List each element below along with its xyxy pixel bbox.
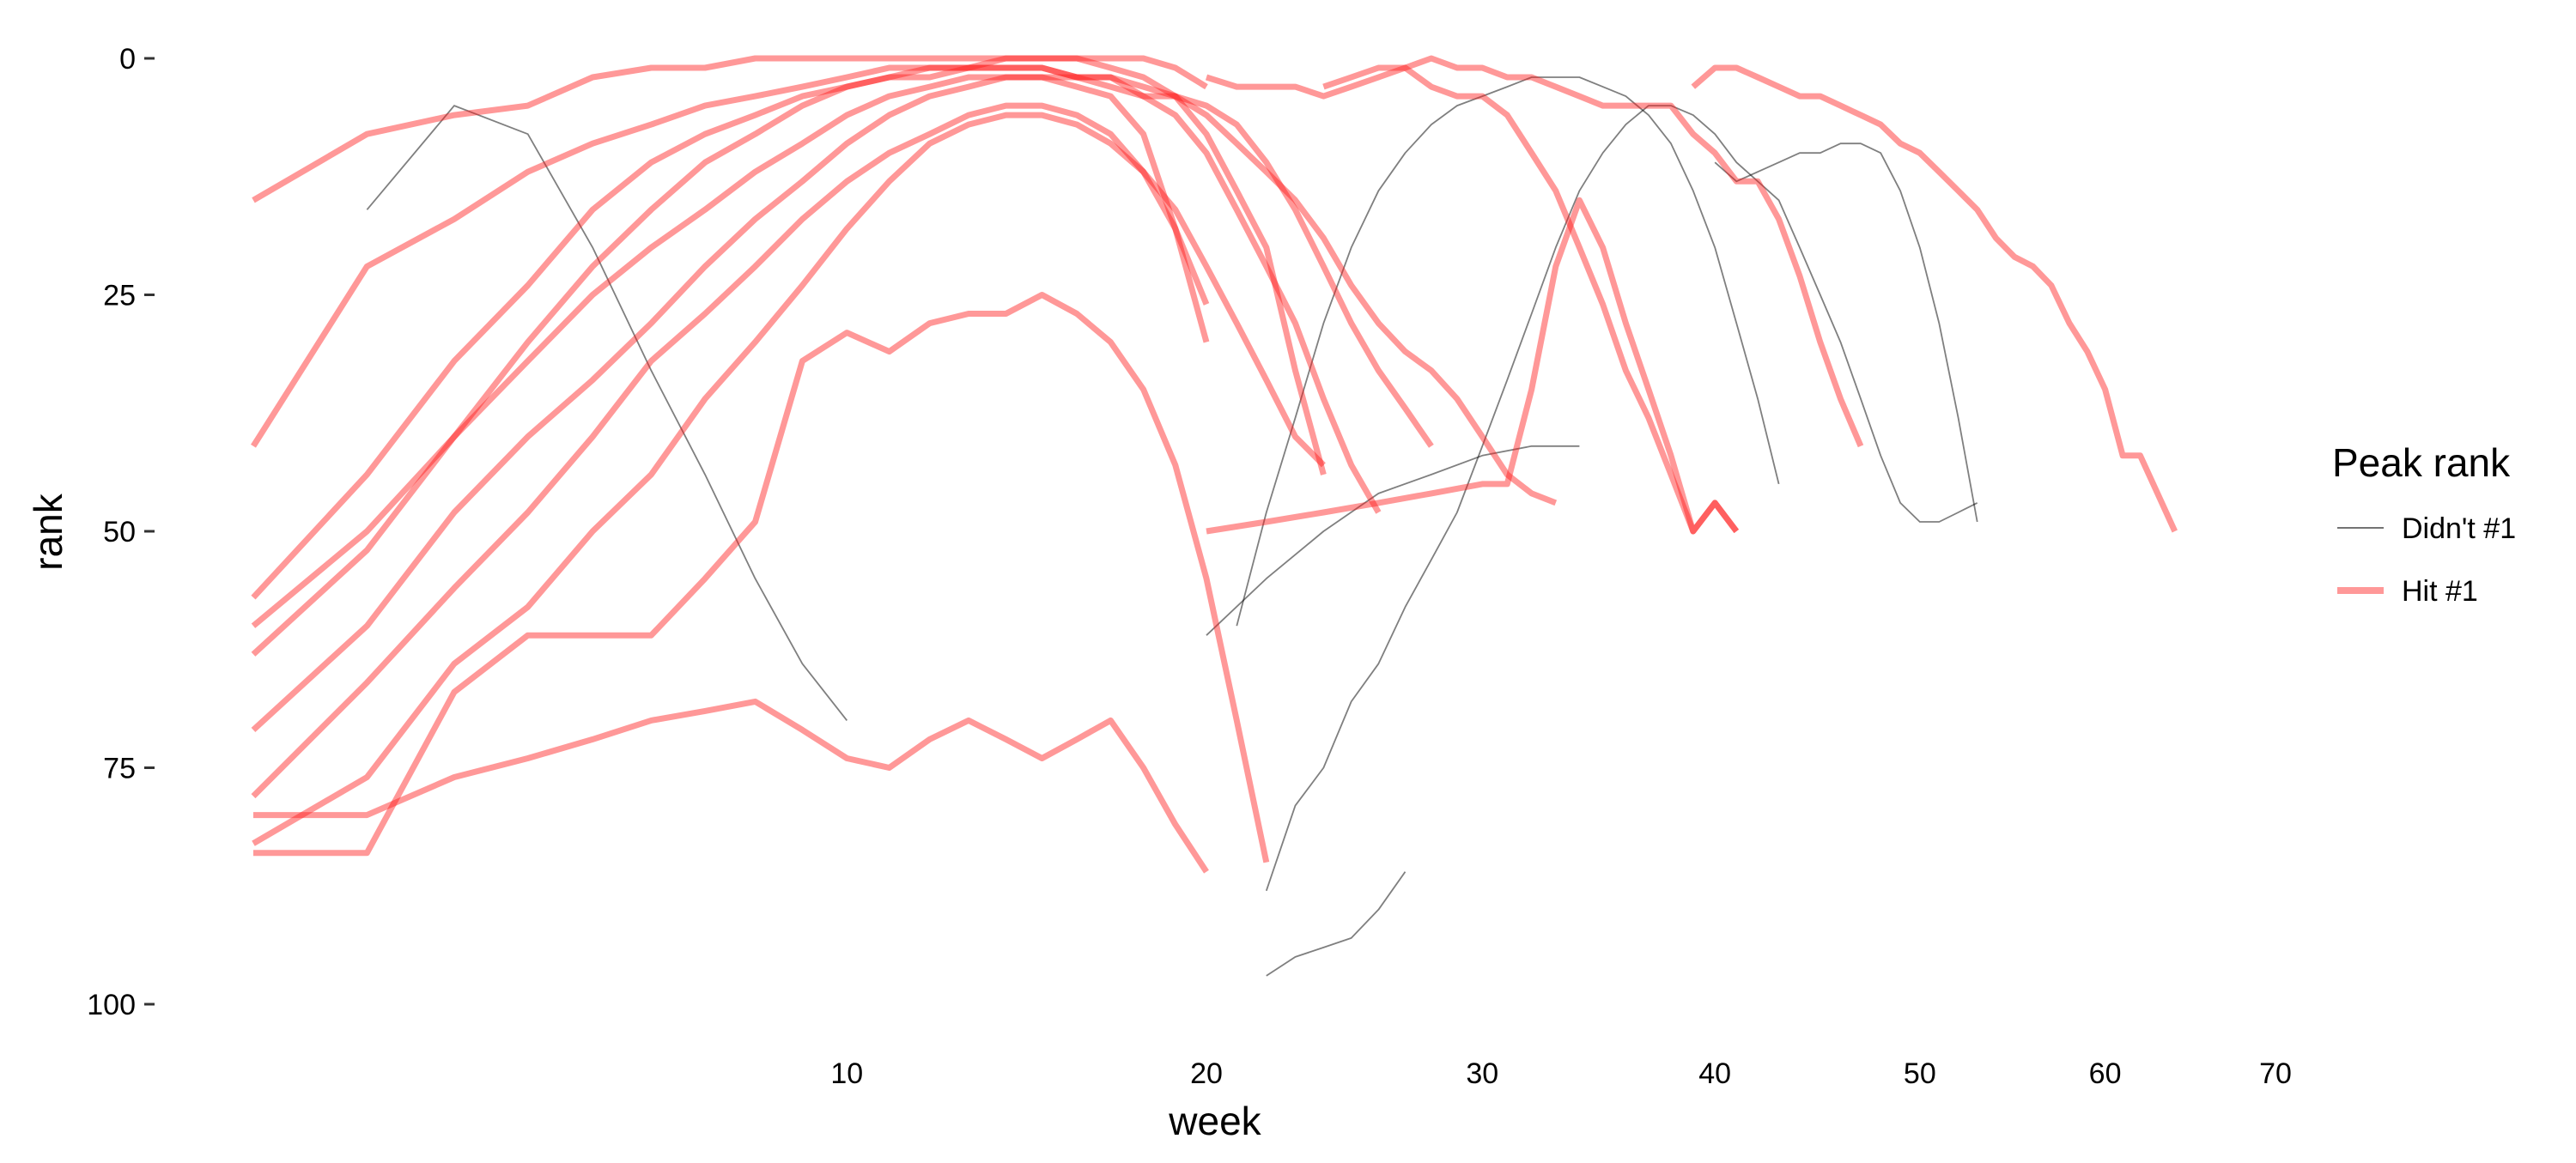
hit-series-line-8: [253, 698, 1209, 874]
didnt-series-group: [366, 76, 1978, 977]
x-tick-label-50: 50: [1904, 1057, 1936, 1090]
hit-series-line-10: [1206, 197, 1740, 535]
x-tick-label-40: 40: [1698, 1057, 1731, 1090]
legend-label-didnt: Didn't #1: [2402, 512, 2516, 545]
x-tick-label-70: 70: [2259, 1057, 2292, 1090]
hit-series-line-7: [253, 292, 1270, 863]
y-tick-label-75: 75: [103, 753, 136, 785]
didnt-series-line-19: [1206, 445, 1580, 636]
hit-series-line-12: [1322, 64, 1740, 535]
x-axis: 10 20 30 40 50 60 70: [830, 1057, 2292, 1090]
y-tick-label-0: 0: [119, 43, 136, 76]
legend-title: Peak rank: [2332, 440, 2511, 485]
y-axis-title: rank: [26, 493, 70, 570]
didnt-series-line-18: [1714, 142, 1978, 523]
x-tick-label-10: 10: [830, 1057, 863, 1090]
y-tick-label-100: 100: [87, 989, 136, 1021]
hit-series-line-2: [251, 64, 1382, 600]
y-tick-label-50: 50: [103, 516, 136, 548]
y-axis: 0 25 50 75 100: [87, 43, 155, 1021]
x-tick-label-60: 60: [2089, 1057, 2122, 1090]
didnt-series-line-17: [1266, 871, 1406, 977]
hit-series-line-11: [1205, 55, 1864, 448]
hit-series-line-1: [251, 55, 1327, 475]
y-tick-label-25: 25: [103, 280, 136, 312]
didnt-series-line-15: [1236, 76, 1780, 627]
hit-series-line-6: [252, 112, 1326, 846]
hit-series-line-0: [252, 55, 1208, 203]
hit-series-group: [251, 55, 2178, 874]
legend-label-hit: Hit #1: [2402, 575, 2478, 608]
hit-series-line-5: [251, 102, 1210, 799]
didnt-series-line-16: [1265, 105, 1978, 892]
x-axis-title: week: [1168, 1099, 1261, 1143]
hit-series-line-3: [251, 74, 1210, 628]
x-tick-label-30: 30: [1466, 1057, 1498, 1090]
hit-series-line-13: [1691, 64, 2178, 533]
x-tick-label-20: 20: [1190, 1057, 1223, 1090]
legend: Peak rank Didn't #1 Hit #1: [2332, 440, 2516, 608]
hit-series-line-9: [251, 64, 1558, 657]
didnt-series-line-14: [366, 105, 848, 721]
hit-series-line-4: [251, 74, 1434, 732]
